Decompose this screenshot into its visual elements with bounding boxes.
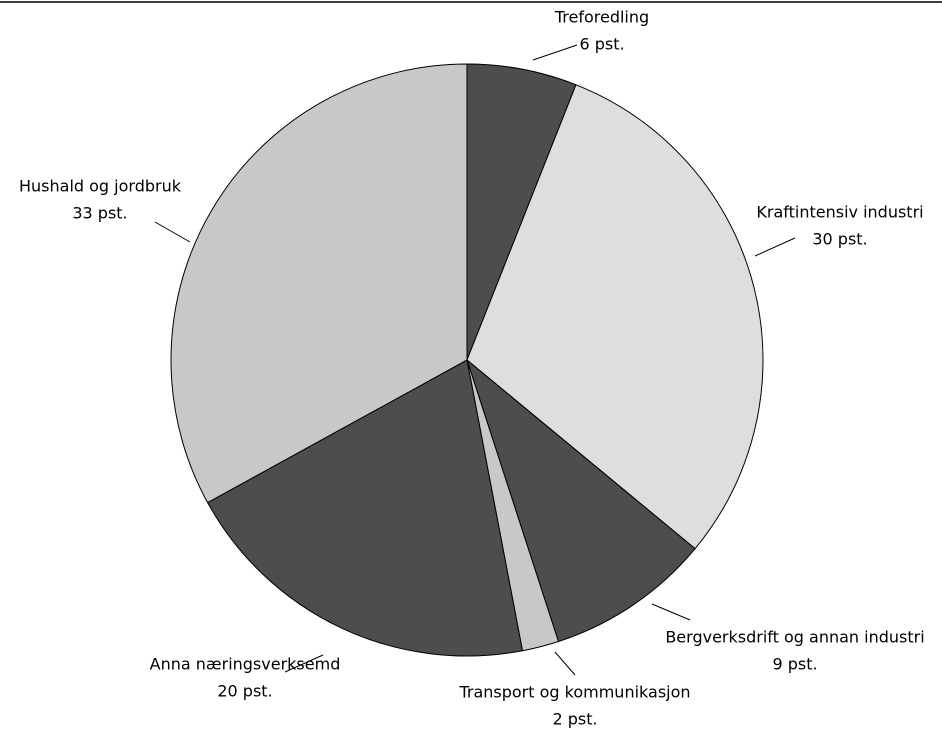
- slice-value-label: 6 pst.: [579, 35, 624, 54]
- pie-slice: [206, 359, 524, 657]
- slice-value-label: 33 pst.: [72, 204, 127, 223]
- leader-line: [154, 221, 191, 243]
- slice-label: Treforedling: [554, 8, 649, 27]
- slice-value-label: 30 pst.: [812, 230, 867, 249]
- slice-label: Bergverksdrift og annan industri: [665, 628, 924, 647]
- leader-line: [651, 603, 691, 621]
- slice-label: Kraftintensiv industri: [756, 203, 923, 222]
- leader-line: [554, 651, 576, 676]
- slice-label: Hushald og jordbruk: [19, 177, 182, 196]
- leader-line: [532, 44, 578, 61]
- leader-line: [284, 654, 324, 673]
- slice-label: Anna næringsverksemd: [150, 655, 341, 674]
- pie-slice: [465, 358, 696, 643]
- pie-slice: [466, 84, 764, 550]
- leader-line: [754, 237, 796, 257]
- slice-value-label: 2 pst.: [552, 710, 597, 729]
- slice-value-label: 9 pst.: [772, 655, 817, 674]
- slice-label: Transport og kommunikasjon: [458, 683, 690, 702]
- pie-slice: [170, 63, 468, 504]
- slice-value-label: 20 pst.: [217, 682, 272, 701]
